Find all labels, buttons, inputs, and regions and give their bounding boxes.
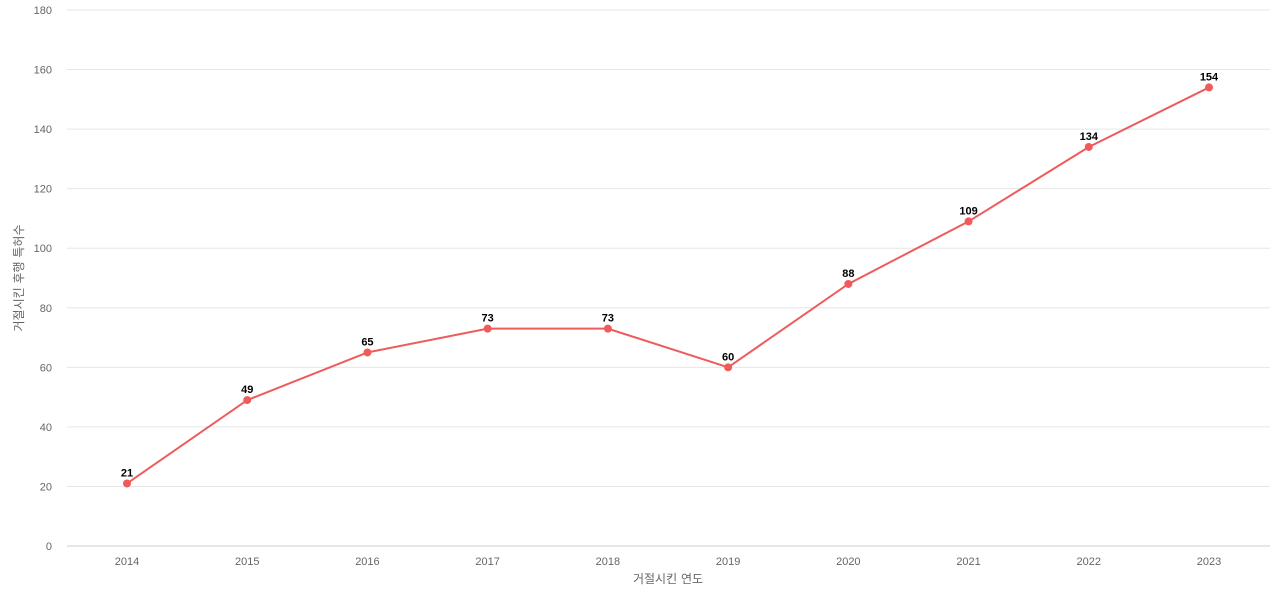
data-label: 73 [602, 313, 614, 325]
data-label: 49 [241, 384, 253, 396]
x-tick-label: 2020 [836, 556, 860, 568]
y-tick-label: 140 [34, 124, 52, 136]
y-axis-title: 거절시킨 후행 특허수 [11, 225, 26, 332]
y-tick-label: 120 [34, 184, 52, 196]
x-tick-label: 2019 [716, 556, 740, 568]
y-tick-label: 0 [46, 541, 52, 553]
data-point [844, 279, 853, 288]
data-label: 21 [121, 467, 133, 479]
data-label: 134 [1080, 131, 1099, 143]
x-tick-label: 2015 [235, 556, 259, 568]
series-line [126, 86, 1210, 485]
data-label: 73 [482, 313, 494, 325]
y-tick-label: 80 [40, 303, 52, 315]
data-label: 60 [722, 351, 734, 363]
y-tick-label: 20 [40, 481, 52, 493]
x-tick-label: 2016 [355, 556, 379, 568]
x-axis-title: 거절시킨 연도 [633, 572, 703, 586]
data-point [724, 363, 733, 372]
data-point [363, 348, 372, 357]
data-label: 65 [361, 336, 373, 348]
x-axis-ticks: 2014 2015 2016 2017 2018 2019 2020 2021 2022 2023 [115, 556, 1221, 568]
y-tick-label: 40 [40, 422, 52, 434]
data-labels: 21 49 65 73 73 60 88 109 134 154 [121, 71, 1219, 479]
y-axis-ticks: 0 20 40 60 80 100 120 140 160 180 [34, 5, 52, 553]
x-tick-label: 2017 [475, 556, 499, 568]
x-tick-label: 2021 [956, 556, 980, 568]
y-tick-label: 60 [40, 362, 52, 374]
data-label: 154 [1200, 71, 1219, 83]
data-point [964, 217, 973, 226]
data-point [243, 396, 252, 405]
data-point [603, 324, 612, 333]
data-label: 88 [842, 268, 854, 280]
y-tick-label: 160 [34, 65, 52, 77]
y-tick-label: 180 [34, 5, 52, 17]
y-tick-label: 100 [34, 243, 52, 255]
series-group [123, 83, 1213, 488]
grid-lines [67, 9, 1270, 547]
data-label: 109 [959, 205, 977, 217]
data-point [1205, 83, 1213, 92]
data-point [483, 324, 492, 333]
x-tick-label: 2022 [1077, 556, 1101, 568]
x-tick-label: 2014 [115, 556, 139, 568]
data-point [123, 479, 131, 488]
x-tick-label: 2023 [1197, 556, 1221, 568]
data-point [1084, 142, 1093, 151]
x-tick-label: 2018 [596, 556, 620, 568]
